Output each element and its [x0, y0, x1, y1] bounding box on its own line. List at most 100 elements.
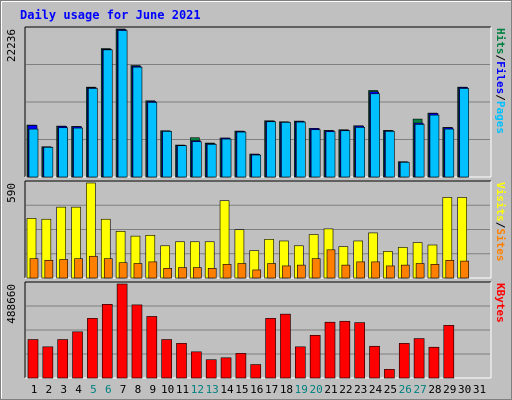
bar-kbytes-day-19	[294, 346, 306, 379]
bar-kbytes-day-2	[42, 346, 54, 379]
bar-pages-day-26	[399, 162, 410, 178]
bar-pages-day-21	[325, 131, 336, 178]
bar-pages-day-2	[43, 147, 54, 178]
bar-sites-day-20	[311, 258, 321, 279]
bar-sites-day-27	[415, 263, 425, 279]
bar-kbytes-day-25	[384, 369, 395, 379]
bar-kbytes-day-24	[369, 345, 380, 379]
bar-pages-day-20	[310, 129, 321, 178]
bar-pages-day-23	[355, 127, 366, 178]
x-tick-label-day-9: 9	[149, 383, 156, 396]
panel-2-y-max-label: 488660	[5, 284, 18, 324]
bar-pages-day-13	[206, 144, 217, 178]
bar-kbytes-day-14	[220, 357, 232, 379]
panel-2-legend: KBytes	[494, 283, 507, 323]
bar-pages-day-15	[236, 131, 247, 178]
bar-sites-day-16	[252, 269, 262, 279]
x-tick-label-day-1: 1	[31, 383, 38, 396]
bar-sites-day-9	[148, 261, 158, 279]
bar-kbytes-day-11	[176, 343, 187, 379]
legend-entry-hits: Hits	[494, 28, 507, 55]
bar-pages-day-30	[459, 88, 469, 178]
x-tick-label-day-7: 7	[120, 383, 127, 396]
bar-kbytes-day-4	[72, 331, 83, 379]
bar-kbytes-day-26	[398, 343, 410, 379]
bar-pages-day-9	[147, 102, 158, 178]
panel-hits-files-pages: 22236 Hits/Files/Pages	[5, 26, 507, 178]
legend-entry-separator: /	[494, 55, 507, 62]
bar-sites-day-19	[296, 264, 306, 279]
x-tick-label-day-15: 15	[235, 383, 248, 396]
x-tick-label-day-21: 21	[324, 383, 337, 396]
bar-pages-day-28	[429, 114, 440, 178]
bar-pages-day-29	[444, 128, 455, 178]
x-tick-label-day-25: 25	[384, 383, 397, 396]
bar-kbytes-day-23	[354, 322, 366, 379]
x-tick-label-day-10: 10	[161, 383, 174, 396]
legend-entry-separator: /	[494, 222, 507, 229]
bar-sites-day-29	[445, 259, 455, 279]
bar-kbytes-day-28	[428, 346, 440, 379]
x-tick-label-day-20: 20	[310, 383, 323, 396]
bar-sites-day-8	[133, 263, 143, 279]
legend-entry-kbytes: KBytes	[494, 283, 507, 323]
x-tick-label-day-19: 19	[295, 383, 308, 396]
bar-sites-day-24	[371, 261, 380, 279]
bar-kbytes-day-5	[87, 318, 98, 379]
panel-0-legend: Hits/Files/Pages	[494, 28, 507, 134]
bar-pages-day-3	[58, 127, 69, 178]
bar-pages-day-6	[102, 49, 113, 178]
bar-pages-day-16	[251, 154, 262, 178]
bar-pages-day-11	[177, 145, 187, 178]
bar-pages-day-8	[132, 66, 143, 178]
bar-kbytes-day-18	[280, 313, 291, 379]
bar-pages-day-14	[221, 138, 232, 178]
bar-sites-day-12	[193, 267, 202, 279]
legend-entry-separator: /	[494, 94, 507, 101]
x-tick-label-day-4: 4	[75, 383, 82, 396]
x-tick-label-day-3: 3	[60, 383, 67, 396]
bar-sites-day-21	[326, 249, 336, 279]
x-tick-label-day-29: 29	[443, 383, 456, 396]
bar-sites-day-10	[163, 268, 172, 279]
panel-1-y-max-label: 590	[5, 183, 18, 203]
panel-kbytes: 488660 KBytes	[5, 281, 507, 379]
legend-entry-files: Files	[494, 61, 507, 94]
legend-entry-sites: Sites	[494, 228, 507, 261]
x-axis-labels: 1 2 3 4 5 6 7 8 9 10 11 12 13 14 15 16 17 18 19 20 21 22 23 24 2…	[31, 383, 486, 396]
chart-title: Daily usage for June 2021	[20, 8, 201, 22]
bar-pages-day-19	[295, 121, 306, 178]
bar-sites-day-26	[400, 264, 410, 279]
bar-sites-day-6	[103, 258, 113, 279]
bar-pages-day-1	[28, 128, 39, 178]
panel-1-legend: Visits/Sites	[494, 182, 507, 262]
bar-sites-day-28	[430, 264, 440, 279]
x-tick-label-day-17: 17	[265, 383, 278, 396]
bar-sites-day-14	[222, 264, 232, 279]
bar-kbytes-day-15	[235, 353, 247, 379]
x-tick-label-day-24: 24	[369, 383, 383, 396]
bar-pages-day-22	[340, 130, 351, 178]
bar-kbytes-day-21	[324, 321, 336, 379]
bar-sites-day-25	[386, 265, 395, 279]
bar-sites-day-18	[282, 265, 291, 279]
bar-kbytes-day-16	[250, 364, 262, 379]
bar-kbytes-day-9	[146, 316, 158, 379]
x-tick-label-day-8: 8	[135, 383, 142, 396]
legend-entry-visits: Visits	[494, 182, 507, 222]
bar-pages-day-24	[370, 93, 380, 178]
bar-sites-day-5	[89, 255, 98, 279]
bar-pages-day-27	[414, 124, 425, 178]
bar-kbytes-day-8	[131, 304, 143, 379]
x-tick-label-day-12: 12	[191, 383, 204, 396]
x-tick-label-day-16: 16	[250, 383, 263, 396]
bar-sites-day-11	[178, 267, 187, 279]
bar-kbytes-day-20	[309, 334, 321, 379]
bar-sites-day-30	[460, 260, 469, 279]
x-tick-label-day-6: 6	[105, 383, 112, 396]
bar-kbytes-day-27	[413, 338, 425, 379]
bar-kbytes-day-12	[191, 351, 202, 379]
